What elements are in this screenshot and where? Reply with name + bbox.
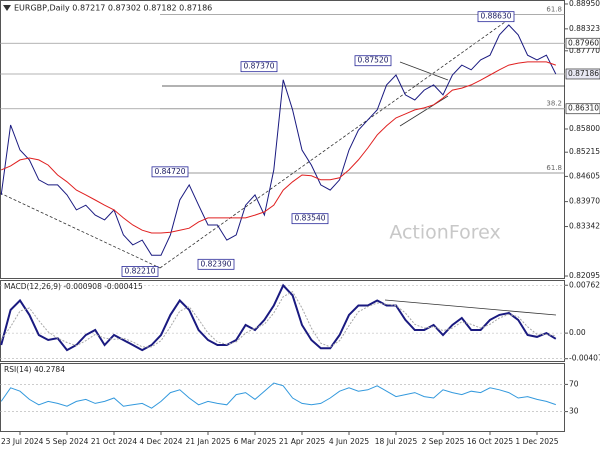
y-tick-label: 0.84605 — [569, 171, 600, 180]
x-tick-label: 16 Oct 2025 — [467, 437, 514, 446]
y-tick-label: 0.88323 — [569, 24, 600, 33]
price-level-box — [565, 103, 600, 115]
y-tick-label: 70 — [569, 379, 579, 388]
x-tick-label: 21 Apr 2025 — [279, 437, 326, 446]
callout-box — [291, 213, 329, 225]
price-level-box — [565, 68, 600, 80]
callout-box — [240, 61, 278, 73]
triangle-line — [399, 95, 449, 127]
trend-line — [0, 192, 161, 269]
rsi-title: RSI(14) 40.2784 — [4, 365, 65, 374]
chart-title: EURGBP,Daily 0.87217 0.87302 0.87182 0.8… — [14, 4, 212, 13]
price-level-label: 0.87186 — [568, 69, 599, 78]
x-tick-label: 6 Mar 2025 — [234, 437, 277, 446]
callout-box — [151, 166, 189, 178]
y-tick-label: 0.00 — [569, 328, 586, 337]
macd-title: MACD(12,26,9) -0.000908 -0.000415 — [4, 282, 143, 291]
callout-label: 0.87370 — [243, 62, 274, 71]
y-tick-label: 0.85215 — [569, 147, 600, 156]
x-tick-label: 21 Jan 2025 — [186, 437, 231, 446]
macd-trend-line — [384, 299, 557, 316]
price-level-box — [565, 37, 600, 49]
callout-label: 0.82390 — [200, 259, 231, 268]
x-tick-label: 21 Oct 2024 — [91, 437, 138, 446]
watermark: ActionForex — [389, 222, 500, 244]
fib-label: 61.8 — [546, 164, 562, 172]
fib-label: 61.8 — [546, 6, 562, 14]
y-tick-label: 0.83342 — [569, 222, 600, 231]
callout-box — [477, 11, 515, 23]
price-panel — [0, 0, 565, 279]
triangle-line — [399, 61, 449, 81]
y-tick-label: 0.83970 — [569, 197, 600, 206]
x-tick-label: 2 Sep 2025 — [422, 437, 465, 446]
callout-label: 0.84720 — [154, 167, 185, 176]
y-tick-label: 30 — [569, 407, 579, 416]
price-level-label: 0.87960 — [568, 38, 599, 47]
y-tick-label: -0.004073 — [569, 354, 600, 363]
x-tick-label: 18 Jul 2025 — [375, 437, 418, 446]
x-tick-label: 4 Dec 2024 — [139, 437, 182, 446]
callout-label: 0.82210 — [124, 266, 155, 275]
series-line — [0, 291, 556, 348]
series-line — [0, 283, 557, 352]
x-tick-label: 23 Jul 2024 — [1, 437, 44, 446]
y-tick-label: 0.87770 — [569, 46, 600, 55]
callout-box — [354, 55, 392, 67]
macd-panel — [0, 280, 565, 362]
callout-box — [197, 258, 235, 270]
callout-label: 0.88630 — [480, 12, 511, 21]
y-tick-label: 0.007623 — [569, 280, 600, 289]
rsi-panel — [0, 363, 565, 432]
menu-icon[interactable] — [3, 5, 11, 11]
series-line — [0, 24, 557, 256]
y-tick-label: 0.85800 — [569, 124, 600, 133]
fib-label: 38.2 — [546, 100, 562, 108]
series-line — [1, 61, 556, 234]
price-level-label: 0.86310 — [568, 104, 599, 113]
x-tick-label: 1 Dec 2025 — [515, 437, 558, 446]
series-line — [0, 382, 556, 409]
callout-label: 0.83540 — [294, 214, 325, 223]
callout-box — [121, 266, 159, 277]
x-tick-label: 5 Sep 2024 — [46, 437, 89, 446]
callout-label: 0.87520 — [357, 56, 388, 65]
y-tick-label: 0.82095 — [569, 271, 600, 280]
x-tick-label: 4 Jun 2025 — [329, 437, 370, 446]
y-tick-label: 0.88950 — [569, 0, 600, 8]
